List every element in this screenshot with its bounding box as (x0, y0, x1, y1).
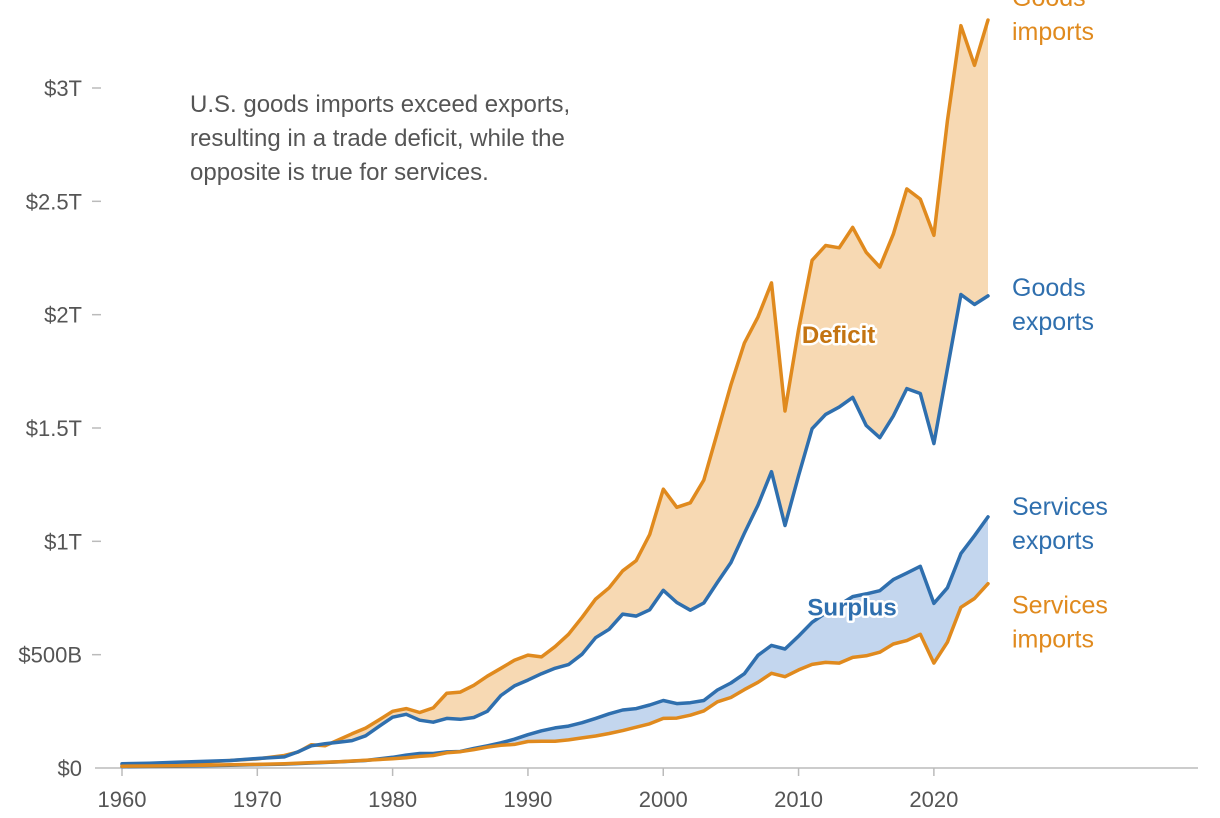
axes-layer: $0 $500B $1T $1.5T $2T $2.5T $3T 1960 1970 1980 19… (18, 76, 1198, 812)
x-tick-label: 2010 (774, 787, 823, 812)
area-deficit (122, 20, 988, 765)
x-tick-label: 2020 (909, 787, 958, 812)
series-label-goods-exports: Goods exports (1012, 274, 1094, 336)
areas-layer (122, 20, 988, 767)
area-surplus (122, 516, 988, 767)
series-line-services-imports (120, 581, 990, 768)
series-label-goods-imports: Goodsimports (1012, 0, 1094, 46)
chart-annotation: U.S. goods imports exceed exports, result… (190, 91, 570, 186)
y-tick-label: $2.5T (26, 189, 82, 214)
x-tick-label: 1990 (503, 787, 552, 812)
series-label-services-imports: Services imports (1012, 592, 1108, 654)
y-tick-label: $0 (58, 756, 82, 781)
series-line-goods-exports (120, 292, 990, 766)
y-tick-label: $3T (44, 76, 82, 101)
x-tick-label: 1970 (233, 787, 282, 812)
y-tick-label: $1T (44, 529, 82, 554)
lines-layer (120, 18, 990, 769)
y-tick-label: $2T (44, 303, 82, 328)
y-tick-label: $1.5T (26, 416, 82, 441)
series-label-services-exports: Services exports (1012, 493, 1108, 555)
x-tick-label: 2000 (639, 787, 688, 812)
area-label-deficit: Deficit (802, 322, 875, 349)
area-label-surplus: Surplus (807, 595, 896, 622)
x-tick-label: 1980 (368, 787, 417, 812)
x-tick-label: 1960 (98, 787, 147, 812)
y-tick-label: $500B (18, 643, 82, 668)
